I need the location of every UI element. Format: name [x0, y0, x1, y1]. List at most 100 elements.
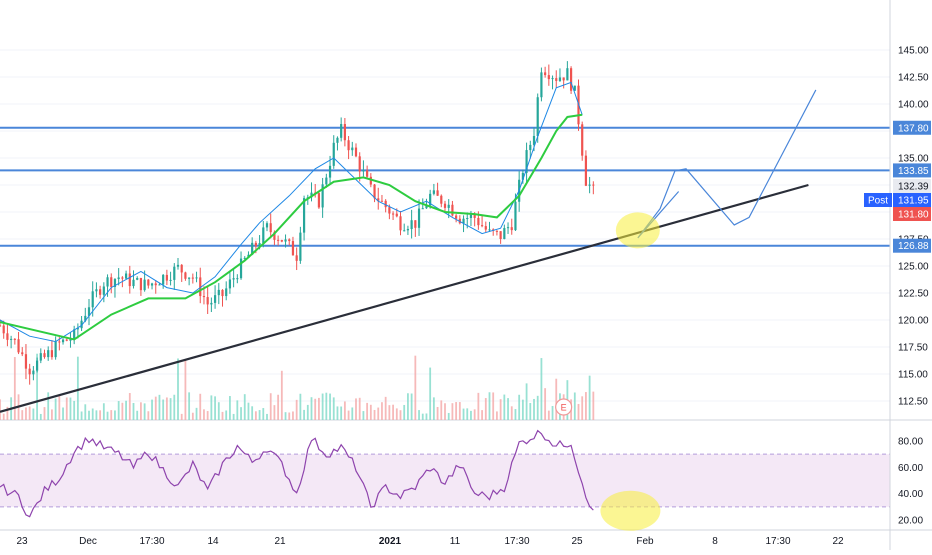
candle-body: [24, 354, 28, 369]
candle-body: [555, 78, 558, 81]
volume-bar: [521, 399, 524, 420]
candle-body: [466, 218, 469, 220]
candle-body: [228, 279, 232, 289]
projection-path[interactable]: [637, 89, 817, 239]
candle-body: [573, 85, 576, 91]
volume-bar: [381, 402, 383, 420]
candle-body: [139, 278, 143, 291]
volume-bar: [258, 410, 261, 420]
volume-bar: [407, 393, 409, 420]
candle-body: [514, 201, 517, 231]
volume-bar: [525, 383, 528, 420]
volume-bar: [162, 399, 165, 420]
trendline[interactable]: [0, 183, 809, 413]
candle-body: [373, 184, 376, 199]
volume-bar: [32, 408, 35, 420]
candle-body: [332, 142, 335, 166]
volume-bar: [158, 394, 161, 420]
time-axis-label: 23: [16, 536, 28, 547]
candle-body: [443, 203, 447, 208]
candle-body: [521, 172, 524, 180]
price-tag[interactable]: [893, 179, 931, 193]
volume-bar: [314, 398, 317, 420]
candle-body: [180, 264, 183, 273]
candle-body: [91, 291, 94, 308]
candle-body: [473, 214, 476, 218]
volume-bar: [451, 403, 454, 420]
level-tag[interactable]: [893, 163, 931, 178]
level-tag[interactable]: [893, 238, 931, 253]
volume-bar: [62, 407, 64, 420]
volume-bar: [206, 411, 209, 420]
volume-bar: [466, 408, 469, 420]
volume-bar: [58, 396, 61, 420]
candle-body: [540, 72, 543, 98]
candle-body: [61, 339, 65, 343]
candle-body: [525, 150, 528, 173]
volume-bar: [581, 396, 584, 420]
volume-bar: [340, 406, 343, 420]
volume-bar: [117, 401, 120, 420]
price-tag-prefix[interactable]: [864, 193, 892, 207]
time-axis-label: 17:30: [504, 536, 529, 547]
candle-body: [421, 208, 424, 210]
candle-body: [106, 277, 109, 287]
volume-bar: [544, 388, 547, 420]
volume-bar: [114, 410, 116, 420]
volume-bar: [84, 404, 87, 420]
volume-bar: [236, 400, 239, 420]
candle-body: [225, 288, 228, 297]
candle-body: [302, 198, 306, 233]
moving-average-line: [0, 113, 583, 341]
volume-bar: [51, 409, 53, 420]
volume-bar: [462, 408, 465, 420]
volume-bar: [436, 407, 439, 420]
price-axis[interactable]: 145.00142.50140.00137.50135.00132.50130.…: [864, 0, 931, 550]
candle-body: [269, 223, 272, 233]
volume-bar: [458, 402, 461, 420]
volume-bar: [588, 375, 591, 420]
volume-bar: [470, 410, 472, 420]
time-axis[interactable]: 23 Dec 17:30 14 21 2021 11 17:30 25 Feb 8 17:30 22: [16, 536, 844, 547]
volume-bar: [358, 397, 361, 420]
volume-bar: [573, 392, 576, 420]
rsi-line: [0, 429, 594, 518]
level-tag-label: 126.88: [898, 241, 929, 252]
candle-body: [65, 339, 68, 341]
price-axis-label: 145.00: [898, 46, 929, 57]
candle-body: [469, 214, 473, 219]
candle-body: [544, 72, 547, 76]
candle-body: [254, 242, 257, 247]
price-panel[interactable]: E: [0, 49, 932, 421]
price-axis-label: 117.50: [898, 343, 928, 354]
volume-bar: [292, 411, 294, 420]
volume-bar: [128, 393, 131, 420]
volume-bar: [240, 407, 242, 420]
volume-bar: [269, 393, 272, 420]
level-tag[interactable]: [893, 120, 931, 135]
rsi-panel[interactable]: [0, 429, 932, 531]
candle-body: [169, 279, 172, 281]
candle-body: [366, 170, 369, 177]
candle-body: [95, 289, 98, 292]
volume-bar: [318, 397, 320, 420]
earnings-marker[interactable]: [555, 398, 573, 416]
candle-body: [551, 78, 554, 80]
volume-bar: [399, 410, 402, 420]
price-tag[interactable]: [893, 193, 931, 207]
candle-body: [54, 341, 57, 358]
price-tag[interactable]: [893, 207, 931, 221]
time-axis-label: Dec: [79, 536, 97, 547]
candle-body: [592, 184, 595, 186]
candle-body: [284, 239, 287, 242]
candle-body: [158, 284, 161, 286]
candle-body: [0, 325, 2, 327]
volume-bar: [154, 396, 157, 420]
volume-bar: [507, 398, 509, 420]
candle-body: [425, 205, 428, 209]
volume-bar: [473, 409, 476, 420]
volume-bar: [410, 393, 413, 420]
candle-body: [536, 97, 539, 136]
